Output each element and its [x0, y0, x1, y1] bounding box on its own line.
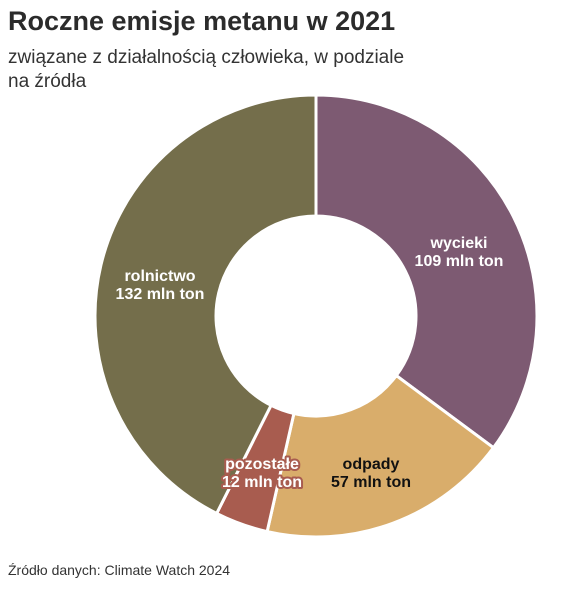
- slice-odpady: [265, 374, 495, 539]
- slice-label-rolnictwo: rolnictwo 132 mln ton: [116, 268, 205, 303]
- slice-label-wycieki: wycieki 109 mln ton: [415, 235, 504, 270]
- slice-rolnictwo: [93, 93, 318, 515]
- slice-wycieki: [314, 93, 539, 450]
- slice-label-odpady: odpady 57 mln ton: [331, 456, 411, 491]
- data-source-note: Źródło danych: Climate Watch 2024: [8, 562, 231, 578]
- slice-label-pozostałe: pozostałe 12 mln ton: [222, 456, 302, 491]
- chart-title: Roczne emisje metanu w 2021: [8, 6, 396, 36]
- chart-subtitle: związane z działalnością człowieka, w po…: [8, 47, 405, 92]
